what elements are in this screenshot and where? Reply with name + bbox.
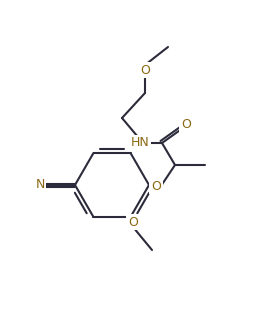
Text: O: O — [128, 216, 138, 229]
Text: N: N — [35, 178, 45, 191]
Text: HN: HN — [131, 136, 149, 149]
Text: O: O — [140, 64, 150, 77]
Text: O: O — [151, 179, 161, 192]
Text: O: O — [181, 117, 191, 130]
